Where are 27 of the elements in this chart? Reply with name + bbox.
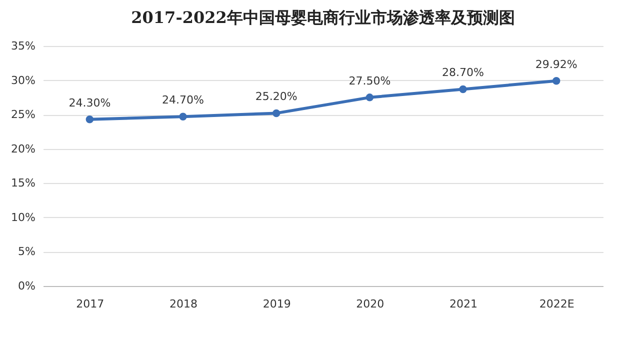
x-tick-label: 2022E (539, 298, 574, 310)
point (86, 116, 94, 124)
y-tick-label: 20% (11, 142, 36, 156)
y-tick-label: 0% (18, 280, 36, 292)
point (179, 112, 187, 120)
data-label: 28.70% (442, 66, 484, 80)
x-tick-label: 2020 (356, 298, 384, 310)
y-tick-label: 5% (18, 245, 36, 258)
point (552, 76, 560, 85)
data-label: 27.50% (348, 74, 391, 88)
x-tick-label: 2017 (76, 298, 104, 310)
data-label: 25.20% (255, 90, 298, 104)
y-tick-label: 15% (11, 176, 36, 190)
x-tick-label: 2018 (170, 298, 198, 310)
y-tick-label: 30% (11, 74, 36, 87)
point (272, 109, 280, 118)
point (366, 94, 374, 102)
chart-title: 2017-2022年中国母婴电商行业市场渗透率及预测图 (131, 8, 515, 27)
point (459, 85, 467, 94)
data-label: 24.70% (162, 94, 204, 107)
x-tick-label: 2019 (262, 298, 291, 310)
x-tick-label: 2021 (450, 298, 478, 310)
data-label: 24.30% (68, 96, 111, 110)
data-label: 29.92% (535, 58, 578, 71)
y-tick-label: 25% (11, 108, 36, 122)
y-tick-label: 10% (11, 210, 36, 224)
y-tick-label: 35% (11, 40, 36, 52)
